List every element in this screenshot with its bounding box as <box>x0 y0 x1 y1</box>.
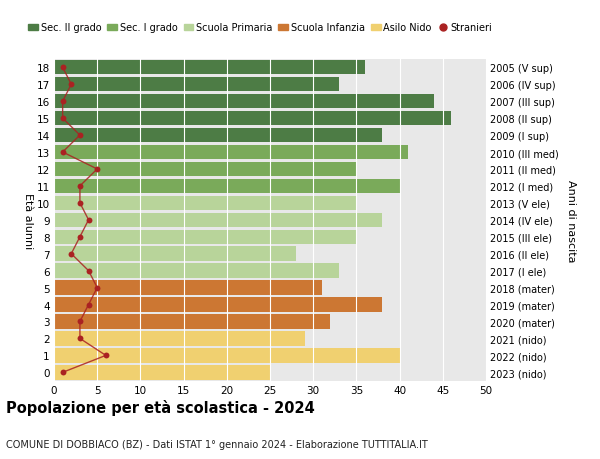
Bar <box>54 196 356 211</box>
Point <box>58 64 67 72</box>
Point <box>58 115 67 123</box>
Point <box>75 335 85 342</box>
Point <box>58 98 67 106</box>
Text: COMUNE DI DOBBIACO (BZ) - Dati ISTAT 1° gennaio 2024 - Elaborazione TUTTITALIA.I: COMUNE DI DOBBIACO (BZ) - Dati ISTAT 1° … <box>6 439 428 449</box>
Bar <box>54 95 434 109</box>
Bar <box>54 264 339 278</box>
Y-axis label: Età alunni: Età alunni <box>23 192 32 248</box>
Point <box>75 132 85 140</box>
Point <box>67 81 76 89</box>
Point <box>75 183 85 190</box>
Bar <box>54 247 296 261</box>
Bar <box>54 129 382 143</box>
Text: Popolazione per età scolastica - 2024: Popolazione per età scolastica - 2024 <box>6 399 315 415</box>
Point <box>101 352 110 359</box>
Point <box>67 251 76 258</box>
Y-axis label: Anni di nascita: Anni di nascita <box>566 179 575 262</box>
Point <box>84 268 94 275</box>
Bar <box>54 298 382 312</box>
Bar <box>54 348 400 363</box>
Point <box>75 200 85 207</box>
Bar <box>54 230 356 244</box>
Point <box>92 284 102 291</box>
Point <box>58 369 67 376</box>
Point <box>58 149 67 157</box>
Point <box>75 318 85 325</box>
Bar <box>54 281 322 295</box>
Bar <box>54 213 382 228</box>
Bar <box>54 78 339 92</box>
Legend: Sec. II grado, Sec. I grado, Scuola Primaria, Scuola Infanzia, Asilo Nido, Stran: Sec. II grado, Sec. I grado, Scuola Prim… <box>25 20 496 37</box>
Point <box>75 234 85 241</box>
Bar <box>54 365 270 380</box>
Point <box>84 217 94 224</box>
Bar <box>54 146 408 160</box>
Point <box>84 301 94 308</box>
Bar <box>54 179 400 194</box>
Bar <box>54 314 331 329</box>
Bar <box>54 112 451 126</box>
Bar <box>54 331 305 346</box>
Bar <box>54 162 356 177</box>
Bar <box>54 61 365 75</box>
Point <box>92 166 102 173</box>
